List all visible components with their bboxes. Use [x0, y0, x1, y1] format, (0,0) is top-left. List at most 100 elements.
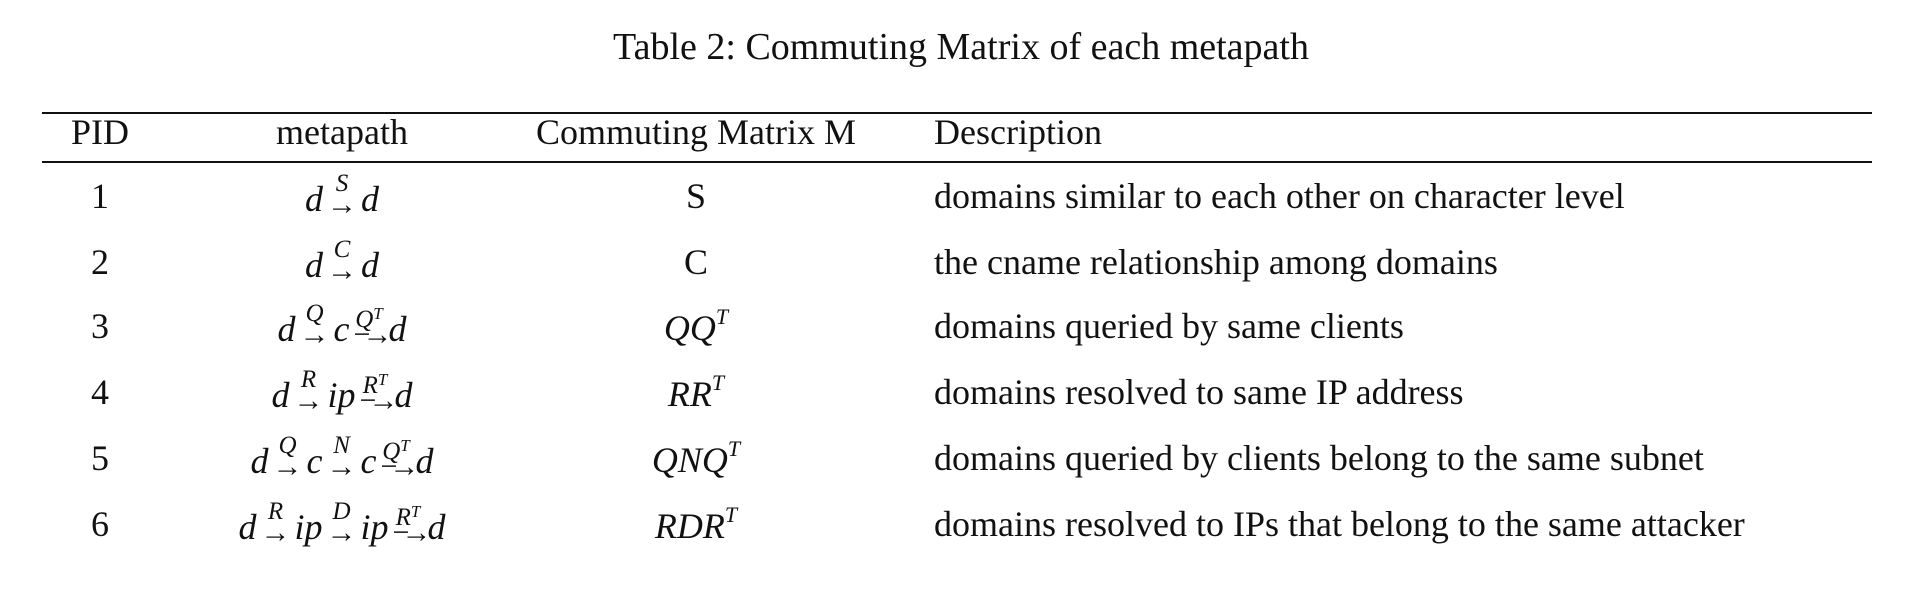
matrix-expression: RDRT	[655, 502, 737, 547]
right-arrow-icon: →	[293, 384, 324, 417]
arrow-label-base: S	[335, 170, 349, 197]
matrix-expression: C	[684, 241, 708, 283]
arrow-label-base: R	[267, 498, 284, 525]
metapath-node: d	[271, 375, 290, 415]
row-description: domains similar to each other on charact…	[934, 176, 1625, 216]
right-arrow-icon: −→	[359, 384, 399, 417]
matrix-sup: T	[727, 435, 741, 461]
matrix-base: C	[683, 242, 708, 282]
matrix-base: S	[685, 176, 707, 216]
row-matrix: QQT	[528, 296, 864, 356]
arrow-label-base: Q	[305, 300, 324, 327]
row-metapath: d Q → c QT −→ d	[162, 296, 522, 356]
matrix-base: QQ	[663, 307, 716, 348]
right-arrow-icon: →	[299, 318, 330, 351]
row-metapath: d S → d	[162, 166, 522, 226]
arrow-label-base: R	[300, 366, 317, 393]
right-arrow-icon: →	[326, 450, 357, 483]
row-pid: 2	[91, 242, 109, 282]
arrow-label-base: R	[362, 372, 378, 399]
metapath-node: d	[427, 507, 446, 547]
metapath-node: d	[415, 441, 434, 481]
table-caption: Table 2: Commuting Matrix of each metapa…	[613, 26, 1309, 68]
arrow-label-base: R	[395, 504, 411, 531]
arrow-label-base: D	[332, 498, 351, 525]
arrow-label: R	[300, 366, 317, 393]
metapath-node: d	[277, 309, 296, 349]
matrix-expression: S	[686, 175, 706, 217]
row-pid: 5	[91, 438, 109, 478]
right-arrow-icon: →	[272, 450, 303, 483]
row-matrix: RRT	[528, 362, 864, 422]
matrix-sup: T	[724, 501, 738, 527]
arrow-label: QT	[355, 303, 383, 332]
table-row: 6 d R → ip D → ip RT −→ d RDRT domains resolved to I…	[42, 494, 1872, 554]
metapath-node: d	[361, 245, 379, 285]
arrow-label: QT	[382, 435, 410, 464]
metapath-node: ip	[360, 507, 389, 547]
metapath-arrow: S →	[327, 170, 357, 220]
arrow-label: Q	[305, 300, 324, 327]
metapath-node: ip	[294, 507, 323, 547]
metapath-arrow: RT −→	[393, 501, 432, 548]
row-matrix: S	[528, 166, 864, 226]
arrow-label: S	[335, 170, 349, 197]
right-arrow-icon: →	[260, 516, 291, 549]
metapath-node: d	[305, 179, 323, 219]
row-metapath: d R → ip D → ip RT −→ d	[162, 494, 522, 554]
arrow-label-base: Q	[355, 306, 374, 333]
arrow-label: N	[333, 433, 350, 458]
metapath-arrow: R →	[293, 366, 324, 417]
metapath-expression: d Q → c N → c QT −→ d	[250, 432, 434, 483]
metapath-arrow: D →	[326, 498, 357, 549]
metapath-arrow: QT −→	[381, 435, 420, 482]
metapath-node: c	[333, 309, 350, 349]
arrow-label: RT	[396, 501, 421, 530]
row-matrix: QNQT	[528, 428, 864, 488]
arrow-label: Q	[278, 432, 297, 459]
arrow-label-base: Q	[278, 432, 297, 459]
metapath-arrow: QT −→	[353, 303, 393, 351]
arrow-label-sup: T	[400, 436, 410, 455]
arrow-label-base: C	[333, 236, 351, 263]
table-top-rule	[42, 112, 1872, 114]
table-header-rule	[42, 161, 1872, 163]
matrix-expression: QNQT	[652, 436, 740, 481]
table-row: 5 d Q → c N → c QT −→ d QNQT domains queried by clie…	[42, 428, 1872, 488]
metapath-arrow: R →	[260, 498, 291, 549]
right-arrow-icon: →	[326, 516, 357, 549]
metapath-arrow: C →	[327, 236, 357, 287]
metapath-expression: d Q → c QT −→ d	[277, 300, 407, 351]
header-pid: PID	[70, 112, 129, 152]
arrow-label: C	[333, 236, 351, 263]
row-pid: 1	[91, 176, 109, 216]
row-description: the cname relationship among domains	[934, 242, 1498, 282]
arrow-label: RT	[363, 369, 388, 398]
metapath-expression: d R → ip D → ip RT −→ d	[239, 498, 446, 549]
matrix-base: RDR	[654, 505, 725, 546]
metapath-arrow: Q →	[272, 432, 303, 483]
row-description: domains resolved to IPs that belong to t…	[934, 504, 1745, 544]
arrow-label: R	[267, 498, 284, 525]
header-metapath: metapath	[276, 112, 408, 152]
right-arrow-icon: →	[327, 254, 357, 287]
arrow-label: D	[332, 498, 351, 525]
arrow-label-base: Q	[382, 438, 401, 465]
metapath-node: d	[305, 245, 323, 285]
row-matrix: C	[528, 232, 864, 292]
right-arrow-icon: −→	[353, 318, 393, 351]
row-pid: 6	[91, 504, 109, 544]
metapath-node: d	[250, 441, 269, 481]
metapath-expression: d S → d	[305, 170, 379, 220]
metapath-expression: d C → d	[305, 236, 379, 287]
metapath-node: d	[394, 375, 413, 415]
metapath-expression: d R → ip RT −→ d	[271, 366, 413, 417]
matrix-sup: T	[711, 369, 725, 395]
row-description: domains queried by clients belong to the…	[934, 438, 1704, 478]
row-description: domains queried by same clients	[934, 306, 1404, 346]
metapath-node: c	[306, 441, 323, 481]
table-row: 4 d R → ip RT −→ d RRT domains resolved to same I…	[42, 362, 1872, 422]
matrix-sup: T	[715, 303, 729, 329]
metapath-node: d	[361, 179, 379, 219]
